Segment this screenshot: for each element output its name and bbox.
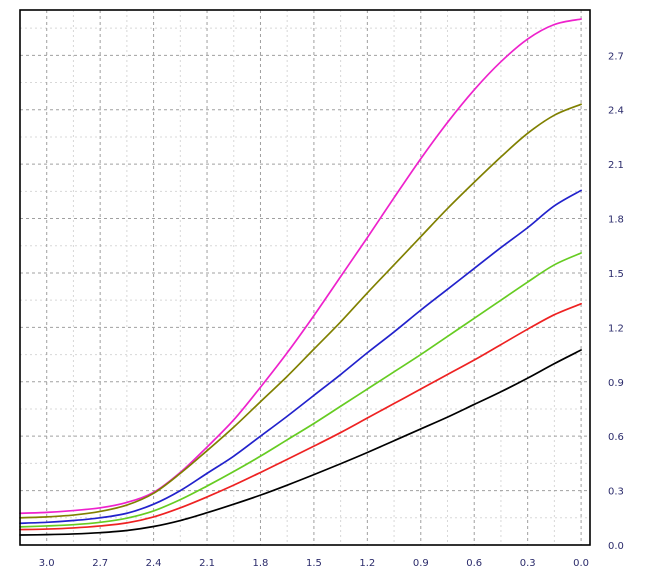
x-axis-tick-label: 1.8 — [253, 558, 269, 569]
y-axis-tick-label: 2.1 — [608, 160, 624, 171]
y-axis-tick-label: 1.2 — [608, 323, 624, 334]
x-axis-tick-label: 0.6 — [466, 558, 482, 569]
y-axis-tick-label: 0.0 — [608, 541, 624, 552]
y-axis-tick-label: 1.8 — [608, 215, 624, 226]
x-axis-tick-label: 1.5 — [306, 558, 322, 569]
x-axis-tick-label: 0.3 — [520, 558, 536, 569]
x-axis-tick-label: 2.7 — [92, 558, 108, 569]
curve-magenta — [19, 18, 582, 515]
y-axis-tick-label: 0.3 — [608, 487, 624, 498]
curve-red — [19, 302, 582, 531]
y-axis-tick-label: 1.5 — [608, 269, 624, 280]
curve-yellowgreen — [19, 252, 582, 528]
x-axis-tick-label: 3.0 — [39, 558, 55, 569]
x-axis-tick-labels: 3.0 2.7 2.4 2.1 1.8 1.5 1.2 0.9 0.6 0.3 0.0 — [39, 558, 589, 569]
x-axis-tick-label: 2.1 — [199, 558, 215, 569]
y-axis-tick-label: 0.9 — [608, 378, 624, 389]
x-axis-tick-label: 0.9 — [413, 558, 429, 569]
data-series-group — [19, 18, 582, 536]
plot-area-border — [19, 9, 591, 546]
y-axis-tick-label: 2.7 — [608, 51, 624, 62]
y-axis-tick-labels: 0.0 0.3 0.6 0.9 1.2 1.5 1.8 2.1 2.4 2.7 — [608, 51, 624, 552]
x-axis-tick-label: 0.0 — [573, 558, 589, 569]
y-axis-tick-label: 2.4 — [608, 106, 624, 117]
y-axis-tick-label: 0.6 — [608, 432, 624, 443]
x-axis-tick-label: 2.4 — [146, 558, 162, 569]
curve-black — [19, 349, 582, 536]
curve-blue — [19, 189, 582, 525]
x-axis-tick-label: 1.2 — [359, 558, 375, 569]
curve-olive — [19, 103, 582, 519]
